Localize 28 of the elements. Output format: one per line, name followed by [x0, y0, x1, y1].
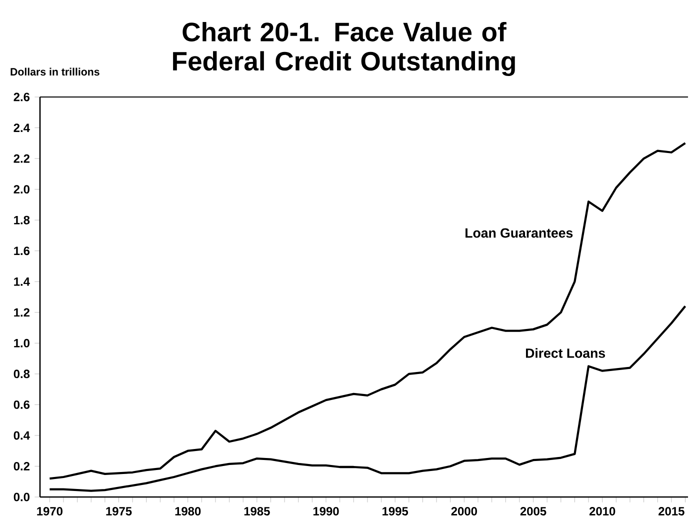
chart-title: Chart 20-1. Face Value of Federal Credit Outstanding — [173, 22, 515, 76]
y-tick-label: 2.4 — [14, 124, 30, 132]
x-tick-label: 2010 — [589, 507, 616, 516]
y-tick-label: 0.2 — [14, 462, 30, 470]
y-axis-title: Dollars in trillions — [10, 68, 100, 76]
series-label: Direct Loans — [526, 348, 606, 358]
x-tick-label: 1970 — [37, 507, 62, 516]
x-tick-label: 1995 — [382, 507, 408, 516]
x-tick-label: 1990 — [313, 507, 339, 516]
series-label: Loan Guarantees — [466, 228, 573, 238]
y-tick-label: 1.0 — [14, 338, 30, 348]
y-tick-label: 0.4 — [14, 431, 30, 440]
x-tick-label: 1985 — [244, 507, 270, 516]
y-tick-label: 1.6 — [14, 246, 30, 256]
x-tick-label: 1975 — [106, 507, 132, 516]
y-tick-label: 1.2 — [14, 308, 30, 317]
y-tick-label: 1.4 — [14, 277, 30, 286]
y-tick-label: 2.2 — [14, 154, 30, 163]
y-tick-label: 2.6 — [14, 92, 30, 102]
y-tick-label: 0.0 — [14, 492, 30, 502]
y-tick-label: 1.8 — [14, 216, 30, 224]
y-tick-label: 0.8 — [14, 370, 30, 378]
y-tick-label: 0.6 — [14, 400, 30, 409]
x-tick-label: 2015 — [658, 507, 684, 516]
x-tick-label: 2000 — [451, 507, 477, 516]
x-tick-label: 2005 — [520, 507, 546, 516]
y-tick-label: 2.0 — [14, 185, 30, 194]
x-tick-label: 1980 — [175, 507, 201, 516]
